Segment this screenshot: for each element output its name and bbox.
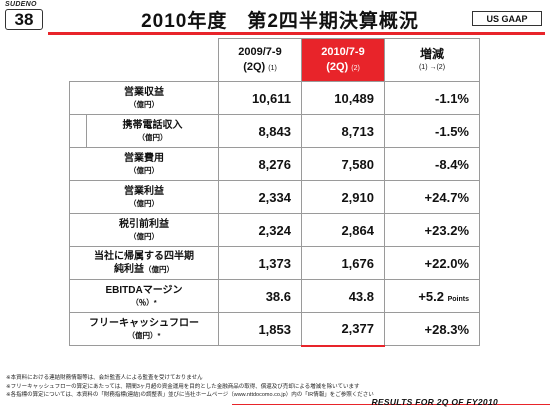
footer-rule <box>232 404 550 405</box>
results-table: 2009/7-9 (2Q) (1) 2010/7-9 (2Q) (2) 増減 (… <box>69 38 480 347</box>
gaap-badge: US GAAP <box>472 11 542 26</box>
row-label-sub: 携帯電話収入 （億円） <box>69 114 219 148</box>
brand-logo-text: SUDENO <box>5 1 37 8</box>
prior-value: 38.6 <box>218 279 302 313</box>
current-value: 43.8 <box>301 279 385 313</box>
change-title: 増減 <box>419 47 444 61</box>
page-number: 38 <box>5 9 43 30</box>
current-period-label: 2010/7-9 <box>321 45 365 58</box>
row-label-unit: （億円） <box>129 232 159 241</box>
row-label-text: 当社に帰属する四半期 <box>94 251 194 262</box>
table-row: 営業利益 （億円） 2,334 2,910 +24.7% <box>69 180 480 214</box>
prior-period-label: 2009/7-9 <box>238 45 282 58</box>
footnote: ※本資料における連結財務情報等は、会計監査人による監査を受けておりません <box>6 375 203 381</box>
footnote: ※フリーキャッシュフローの算定にあたっては、期間3ヶ月超の資金運用を目的とした金… <box>6 383 360 390</box>
current-value: 10,489 <box>301 81 385 115</box>
current-value: 2,864 <box>301 213 385 247</box>
row-label-text: 営業利益 <box>124 186 164 197</box>
change-value: +5.2 Points <box>384 279 480 313</box>
row-label: 税引前利益 （億円） <box>69 213 219 247</box>
change-value: +28.3% <box>384 312 480 346</box>
table-row: EBITDAマージン （％）* 38.6 43.8 +5.2 Points <box>69 279 480 313</box>
row-label: 営業収益 （億円） <box>69 81 219 115</box>
change-value: -1.1% <box>384 81 480 115</box>
change-formula: (1) →(2) <box>418 64 446 71</box>
prior-value: 1,373 <box>218 246 302 280</box>
current-value: 8,713 <box>301 114 385 148</box>
row-label: EBITDAマージン （％）* <box>69 279 219 313</box>
current-value: 2,377 <box>301 312 385 347</box>
table-row: 営業収益 （億円） 10,611 10,489 -1.1% <box>69 81 480 115</box>
row-label-unit: （％）* <box>131 298 157 307</box>
title-rule <box>48 32 545 35</box>
row-label-unit: （億円） <box>129 166 159 175</box>
table-row: 携帯電話収入 （億円） 8,843 8,713 -1.5% <box>69 114 480 148</box>
row-label-text: 税引前利益 <box>119 219 169 230</box>
table-row: 当社に帰属する四半期 純利益（億円） 1,373 1,676 +22.0% <box>69 246 480 280</box>
footnotes: ※本資料における連結財務情報等は、会計監査人による監査を受けておりません ※フリ… <box>6 374 546 400</box>
prior-value: 8,276 <box>218 147 302 181</box>
row-label-text: 営業費用 <box>124 153 164 164</box>
prior-value: 10,611 <box>218 81 302 115</box>
row-label: 当社に帰属する四半期 純利益（億円） <box>69 246 219 280</box>
current-note-label: (2) <box>351 64 360 72</box>
prior-value: 8,843 <box>218 114 302 148</box>
prior-value: 2,334 <box>218 180 302 214</box>
table-row: 税引前利益 （億円） 2,324 2,864 +23.2% <box>69 213 480 247</box>
row-label-text: フリーキャッシュフロー <box>89 318 199 329</box>
row-label-unit: （億円） <box>129 199 159 208</box>
change-value: +23.2% <box>384 213 480 247</box>
current-value: 2,910 <box>301 180 385 214</box>
table-row: 営業費用 （億円） 8,276 7,580 -8.4% <box>69 147 480 181</box>
header-prior-period: 2009/7-9 (2Q) (1) <box>218 38 302 82</box>
row-label-text: 携帯電話収入 <box>122 120 183 131</box>
row-label-line2: 純利益（億円） <box>72 263 216 276</box>
footnote: ※各指標の算定については、本資料の「財務指標(連結)の調整表」並びに当社ホームペ… <box>6 392 374 398</box>
row-label-unit: （億円） <box>144 265 174 274</box>
row-label: 営業利益 （億円） <box>69 180 219 214</box>
row-label: 営業費用 （億円） <box>69 147 219 181</box>
table-header-row: 2009/7-9 (2Q) (1) 2010/7-9 (2Q) (2) 増減 (… <box>69 38 480 82</box>
change-value: -8.4% <box>384 147 480 181</box>
row-label-unit: （億円）* <box>127 331 161 340</box>
current-value: 7,580 <box>301 147 385 181</box>
header-current-period: 2010/7-9 (2Q) (2) <box>301 38 385 82</box>
current-value: 1,676 <box>301 246 385 280</box>
page-title: 2010年度 第2四半期決算概況 <box>141 11 419 32</box>
prior-value: 2,324 <box>218 213 302 247</box>
row-label-text: 営業収益 <box>124 87 164 98</box>
change-value: -1.5% <box>384 114 480 148</box>
current-quarter-label: (2Q) <box>326 60 349 73</box>
row-label-text: EBITDAマージン <box>105 285 183 296</box>
prior-quarter-label: (2Q) <box>243 60 266 73</box>
change-value: +24.7% <box>384 180 480 214</box>
row-label-unit: （億円） <box>137 133 168 142</box>
row-label: フリーキャッシュフロー （億円）* <box>69 312 219 346</box>
indent-cell <box>70 115 87 147</box>
table-row: フリーキャッシュフロー （億円）* 1,853 2,377 +28.3% <box>69 312 480 347</box>
header-corner <box>69 38 219 82</box>
row-label-text2: 純利益 <box>114 264 144 275</box>
header-change: 増減 (1) →(2) <box>384 38 480 82</box>
prior-note-label: (1) <box>268 64 277 72</box>
change-value: +22.0% <box>384 246 480 280</box>
footer-text: RESULTS FOR 2Q OF FY2010 <box>371 397 498 407</box>
row-label-unit: （億円） <box>129 100 159 109</box>
change-unit: Points <box>447 295 469 303</box>
prior-value: 1,853 <box>218 312 302 346</box>
change-number: +5.2 <box>418 288 444 304</box>
